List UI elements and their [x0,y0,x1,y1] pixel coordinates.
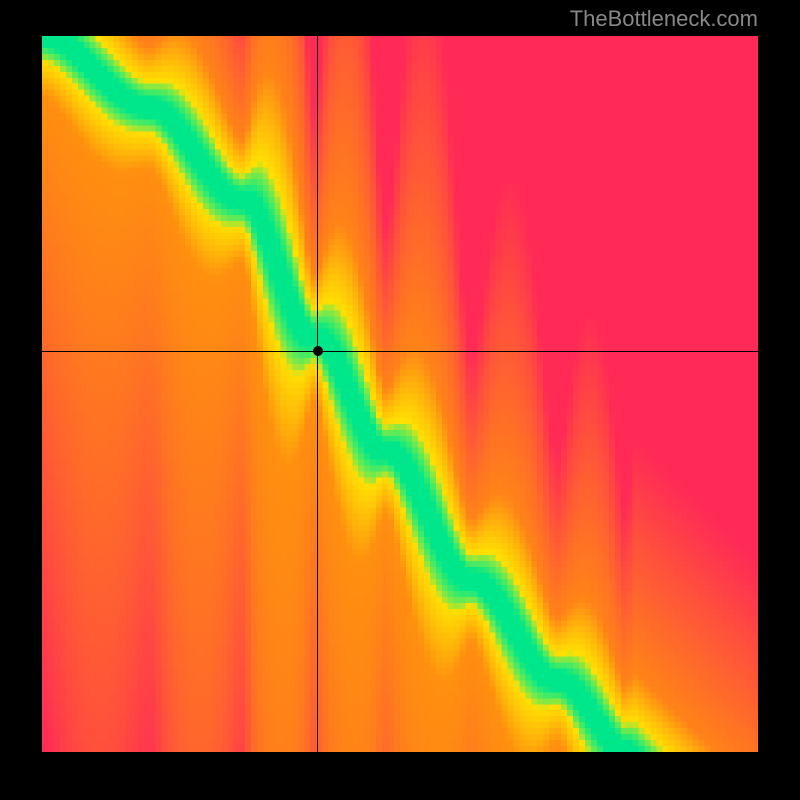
crosshair-marker [313,346,323,356]
heatmap-canvas [42,36,758,752]
watermark-text: TheBottleneck.com [570,6,758,32]
chart-container: TheBottleneck.com [0,0,800,800]
crosshair-vertical [317,36,318,752]
crosshair-horizontal [42,351,758,352]
